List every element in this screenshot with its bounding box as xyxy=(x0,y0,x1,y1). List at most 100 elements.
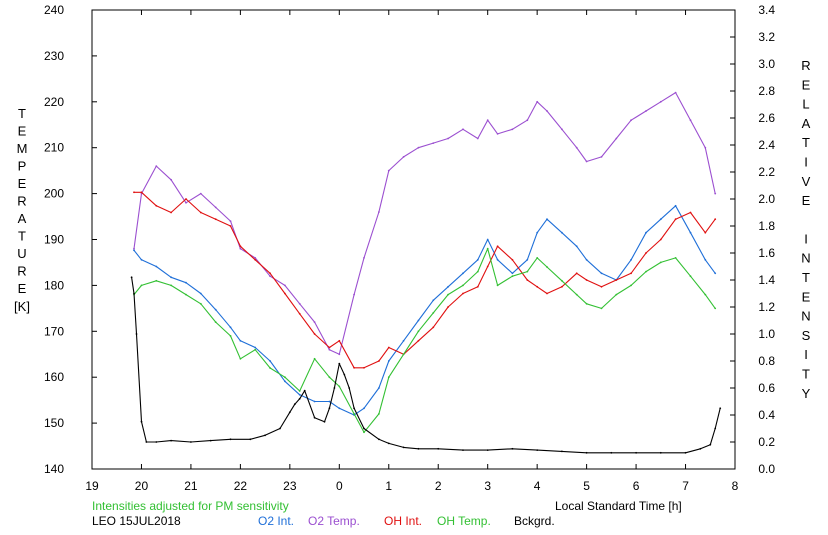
y-right-title-char: N xyxy=(801,309,810,324)
y-left-tick-label: 160 xyxy=(44,370,64,384)
data-point xyxy=(378,438,380,441)
data-point xyxy=(209,439,212,442)
data-point xyxy=(293,403,296,406)
x-tick-label: 3 xyxy=(484,479,491,493)
data-point xyxy=(229,225,232,227)
data-point xyxy=(575,293,578,296)
data-point xyxy=(303,389,306,392)
data-point xyxy=(689,231,692,234)
data-point xyxy=(254,348,257,351)
data-point xyxy=(328,346,331,349)
legend-item: O2 Int. xyxy=(258,514,294,528)
data-point xyxy=(546,292,548,295)
data-point xyxy=(269,367,271,369)
data-point xyxy=(486,119,489,122)
data-point xyxy=(338,339,341,342)
x-tick-label: 2 xyxy=(435,479,442,493)
data-point xyxy=(496,245,499,248)
data-point xyxy=(536,285,539,288)
y-right-tick-label: 0.8 xyxy=(758,354,775,368)
data-point xyxy=(269,360,271,362)
data-point xyxy=(610,451,613,454)
data-point xyxy=(288,411,291,414)
data-point xyxy=(140,420,143,423)
data-point xyxy=(432,299,435,302)
data-point xyxy=(432,312,435,314)
y-right-tick-label: 1.2 xyxy=(758,300,775,314)
y-left-title-char: E xyxy=(18,124,27,139)
data-point xyxy=(585,258,588,261)
data-point xyxy=(546,110,548,112)
data-point xyxy=(689,119,692,122)
plot-frame xyxy=(91,9,736,470)
y-left-tick-label: 220 xyxy=(44,95,64,109)
y-right-tick-label: 2.0 xyxy=(758,192,775,206)
data-point xyxy=(298,312,301,315)
y-left-tick-label: 240 xyxy=(44,3,64,17)
data-point xyxy=(269,272,271,275)
series-line xyxy=(133,248,716,433)
data-point xyxy=(561,279,563,282)
data-point xyxy=(704,231,707,234)
data-point xyxy=(199,292,202,295)
x-axis-title: Local Standard Time [h] xyxy=(555,499,682,513)
data-point xyxy=(348,387,351,389)
data-point xyxy=(313,400,316,403)
y-right-tick-label: 0.0 xyxy=(758,462,775,476)
data-point xyxy=(659,451,662,454)
data-point xyxy=(585,302,588,305)
data-point xyxy=(353,407,355,410)
data-point xyxy=(417,319,420,322)
data-point xyxy=(387,442,390,445)
data-point xyxy=(536,100,539,103)
data-point xyxy=(333,387,336,389)
legend-item: OH Int. xyxy=(384,514,422,528)
data-point xyxy=(417,330,420,333)
data-point xyxy=(600,307,603,310)
data-point xyxy=(323,420,326,423)
data-point xyxy=(199,192,202,195)
data-point xyxy=(561,450,563,453)
data-point xyxy=(378,360,380,362)
data-point xyxy=(328,400,331,403)
data-point xyxy=(133,191,135,194)
y-left-tick-label: 180 xyxy=(44,278,64,292)
series-line xyxy=(131,277,721,454)
data-point xyxy=(387,169,390,172)
data-point xyxy=(353,293,355,296)
data-point xyxy=(338,362,341,365)
y-right-tick-label: 1.4 xyxy=(758,273,775,287)
data-point xyxy=(353,413,355,415)
data-point xyxy=(536,449,539,451)
data-point xyxy=(313,321,316,323)
y-right-title-char: I xyxy=(804,347,808,362)
data-point xyxy=(511,275,514,278)
data-point xyxy=(536,231,539,234)
data-point xyxy=(496,133,499,135)
data-point xyxy=(511,258,514,261)
x-tick-label: 0 xyxy=(336,479,343,493)
y-right-tick-label: 1.6 xyxy=(758,246,775,260)
data-point xyxy=(214,321,217,323)
x-tick-label: 6 xyxy=(633,479,640,493)
data-point xyxy=(437,447,440,450)
data-point xyxy=(630,119,632,122)
data-point xyxy=(239,357,242,360)
data-point xyxy=(328,407,331,410)
data-point xyxy=(402,446,405,449)
data-point xyxy=(363,427,365,430)
legend-item: O2 Temp. xyxy=(308,514,360,528)
intensity-note: Intensities adjusted for PM sensitivity xyxy=(92,499,289,513)
x-tick-label: 22 xyxy=(234,479,248,493)
data-point xyxy=(486,265,489,268)
data-point xyxy=(476,270,479,273)
x-tick-label: 7 xyxy=(682,479,689,493)
y-right-title-char: E xyxy=(802,77,811,92)
y-right-title-char: T xyxy=(802,135,810,150)
data-point xyxy=(526,270,529,273)
data-point xyxy=(298,390,301,392)
data-point xyxy=(699,447,702,450)
y-left-title-char: M xyxy=(17,141,28,156)
data-point xyxy=(313,416,316,419)
data-point xyxy=(546,266,548,268)
